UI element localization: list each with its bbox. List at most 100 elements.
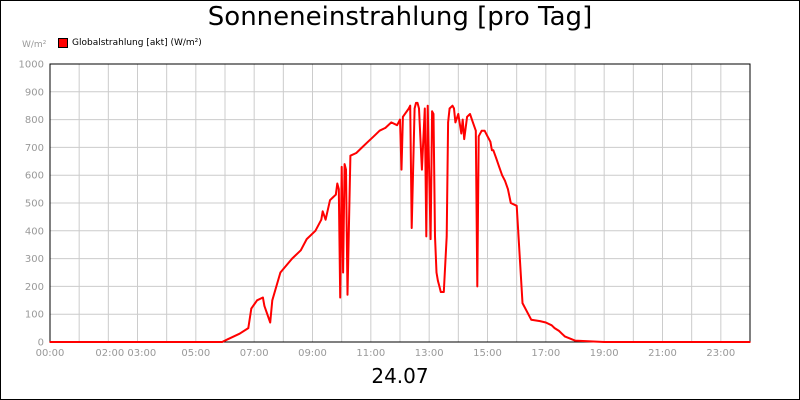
data-point: [545, 321, 547, 324]
data-point: [425, 235, 428, 238]
data-point: [305, 238, 308, 240]
data-point: [346, 293, 349, 296]
data-point: [415, 102, 417, 104]
y-tick-label: 900: [25, 87, 44, 98]
data-point: [661, 341, 664, 343]
data-point: [632, 341, 635, 343]
data-point: [384, 127, 387, 129]
data-point: [247, 327, 250, 329]
data-point: [355, 152, 358, 154]
data-point: [314, 230, 317, 232]
data-point: [472, 121, 474, 124]
data-point: [476, 285, 479, 288]
data-point: [279, 271, 282, 274]
chart-title: Sonneneinstrahlung [pro Tag]: [207, 2, 593, 32]
x-tick-label: 00:00: [36, 348, 65, 359]
date-label: 24.07: [371, 364, 429, 388]
data-point: [250, 307, 253, 310]
data-point: [269, 321, 272, 324]
data-point: [489, 141, 492, 143]
data-point: [271, 299, 274, 302]
data-point: [515, 204, 518, 207]
axes: [49, 63, 751, 343]
data-point: [603, 341, 605, 343]
data-point: [399, 118, 401, 121]
data-point: [390, 121, 393, 124]
data-point: [749, 341, 751, 343]
data-point: [480, 129, 483, 132]
data-point: [221, 341, 223, 343]
data-point: [498, 166, 500, 168]
y-tick-label: 300: [25, 254, 44, 265]
data-point: [349, 154, 352, 157]
y-tick-label: 600: [25, 171, 44, 182]
data-point: [227, 338, 229, 341]
y-tick-label: 700: [25, 143, 44, 154]
y-tick-label: 0: [38, 338, 44, 349]
x-tick-label: 19:00: [590, 348, 619, 359]
plot-border: [49, 63, 751, 343]
data-point: [647, 341, 649, 343]
data-point: [339, 296, 342, 299]
data-point: [400, 168, 403, 171]
legend: Globalstrahlung [akt] (W/m²): [58, 38, 202, 48]
data-point: [49, 341, 51, 343]
data-point: [507, 188, 509, 190]
data-point: [410, 227, 413, 229]
data-point: [453, 107, 455, 110]
data-point: [475, 129, 477, 132]
data-point: [340, 166, 343, 168]
data-point: [440, 291, 442, 293]
data-point: [402, 116, 404, 118]
data-point: [461, 118, 464, 121]
data-point: [407, 107, 410, 110]
data-point: [416, 102, 419, 104]
data-point: [442, 291, 445, 293]
y-tick-label: 1000: [19, 60, 44, 71]
data-point: [337, 188, 340, 190]
grid-lines: [49, 63, 751, 343]
data-point: [521, 302, 524, 304]
x-tick-label: 21:00: [648, 348, 677, 359]
data-point: [451, 104, 454, 107]
x-tick-label: 13:00: [415, 348, 444, 359]
data-point: [466, 116, 468, 118]
x-tick-label: 05:00: [181, 348, 210, 359]
y-tick-label: 200: [25, 282, 44, 293]
data-point: [530, 318, 533, 321]
data-point: [690, 341, 693, 343]
data-point: [495, 157, 498, 160]
data-point: [550, 324, 553, 327]
data-point: [463, 138, 465, 140]
y-tick-label: 100: [25, 310, 44, 321]
data-point: [670, 341, 673, 343]
data-point: [300, 249, 302, 252]
data-point: [238, 332, 241, 335]
data-point: [291, 257, 293, 260]
data-point: [438, 285, 441, 288]
data-point: [418, 107, 420, 110]
data-point: [501, 174, 503, 176]
x-tick-label: 23:00: [706, 348, 735, 359]
data-point: [262, 296, 264, 299]
data-point: [429, 238, 432, 240]
data-point: [447, 121, 449, 124]
data-point: [321, 210, 324, 213]
data-point: [426, 104, 429, 107]
legend-label: Globalstrahlung [akt] (W/m²): [72, 38, 202, 48]
data-point: [434, 235, 436, 238]
data-point: [256, 299, 258, 302]
data-point: [504, 179, 506, 182]
data-point: [469, 113, 471, 115]
tick-labels: 0 100 200 300 400 500 600 700 800 900 1000 00:00 02:…: [19, 60, 736, 360]
data-point: [558, 330, 560, 332]
x-tick-label: 07:00: [240, 348, 269, 359]
data-point: [342, 271, 344, 274]
data-point: [553, 327, 556, 329]
data-point: [336, 182, 339, 185]
series-layer: [49, 101, 751, 343]
data-point: [486, 135, 489, 138]
x-tick-label: 11:00: [356, 348, 385, 359]
data-point: [491, 149, 493, 151]
